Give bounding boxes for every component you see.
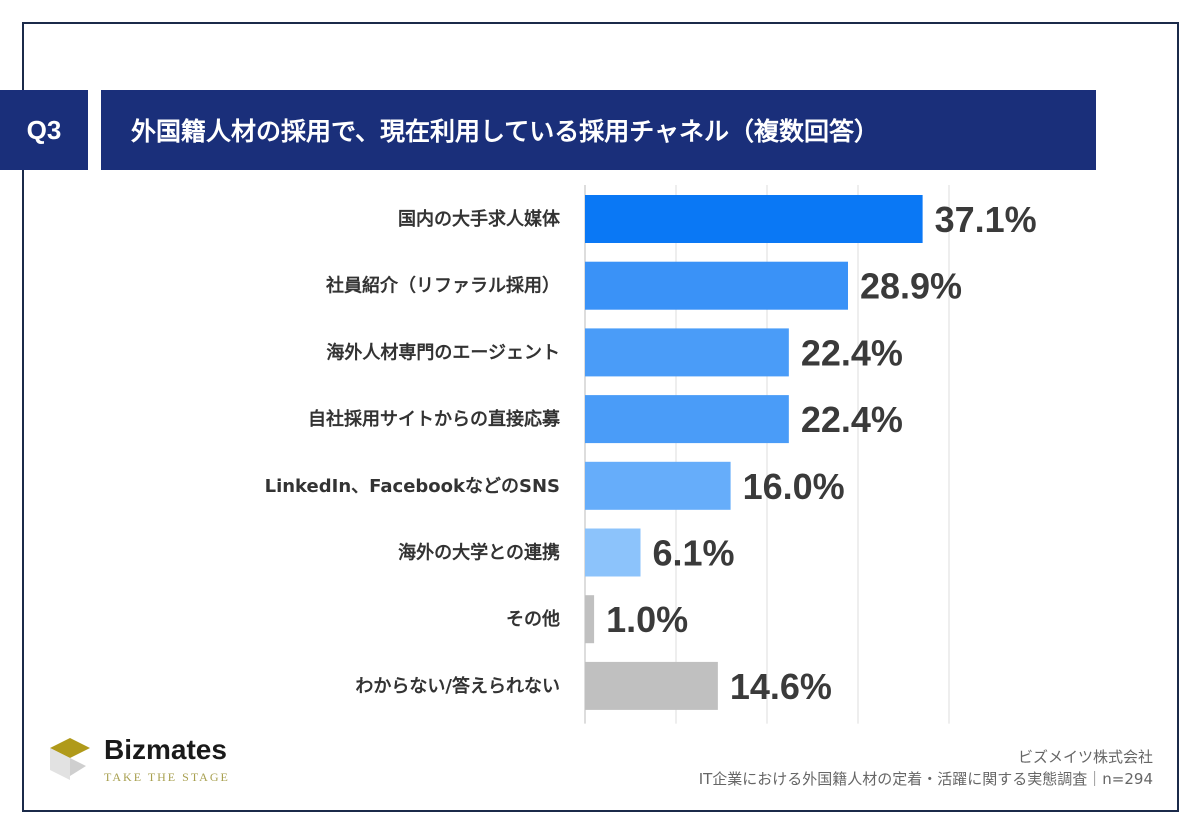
category-label: 自社採用サイトからの直接応募 bbox=[308, 408, 561, 430]
bar bbox=[585, 595, 595, 644]
category-label: LinkedIn、FacebookなどのSNS bbox=[265, 476, 560, 497]
value-label: 28.9% bbox=[860, 266, 962, 307]
category-label: 海外の大学との連携 bbox=[398, 542, 560, 564]
value-label: 37.1% bbox=[935, 199, 1037, 240]
category-label: 国内の大手求人媒体 bbox=[398, 208, 561, 230]
brand-name: Bizmates bbox=[104, 734, 227, 765]
value-label: 22.4% bbox=[801, 332, 903, 373]
bar bbox=[585, 328, 789, 377]
value-label: 22.4% bbox=[801, 399, 903, 440]
bar bbox=[585, 395, 789, 444]
category-label: わからない/答えられない bbox=[355, 675, 560, 697]
category-label: その他 bbox=[506, 608, 560, 630]
source-credit: ビズメイツ株式会社 IT企業における外国籍人材の定着・活躍に関する実態調査｜n=… bbox=[699, 746, 1153, 790]
bar bbox=[585, 661, 718, 710]
category-label: 社員紹介（リファラル採用） bbox=[326, 275, 560, 297]
question-number: Q3 bbox=[0, 90, 88, 170]
chart-frame bbox=[22, 22, 1179, 812]
category-label: 海外人材専門のエージェント bbox=[326, 341, 560, 363]
bizmates-logo-icon bbox=[50, 738, 90, 780]
company-name: ビズメイツ株式会社 bbox=[1017, 748, 1153, 766]
bar bbox=[585, 528, 641, 577]
value-label: 1.0% bbox=[606, 599, 688, 640]
bar bbox=[585, 461, 731, 510]
chart-title: 外国籍人材の採用で、現在利用している採用チャネル（複数回答） bbox=[101, 90, 1096, 170]
brand-tagline: TAKE THE STAGE bbox=[104, 770, 230, 784]
value-label: 16.0% bbox=[743, 466, 845, 507]
bar bbox=[585, 261, 848, 310]
bar bbox=[585, 195, 923, 243]
survey-source: IT企業における外国籍人材の定着・活躍に関する実態調査｜n=294 bbox=[698, 770, 1153, 788]
value-label: 14.6% bbox=[730, 666, 832, 707]
value-label: 6.1% bbox=[653, 533, 735, 574]
